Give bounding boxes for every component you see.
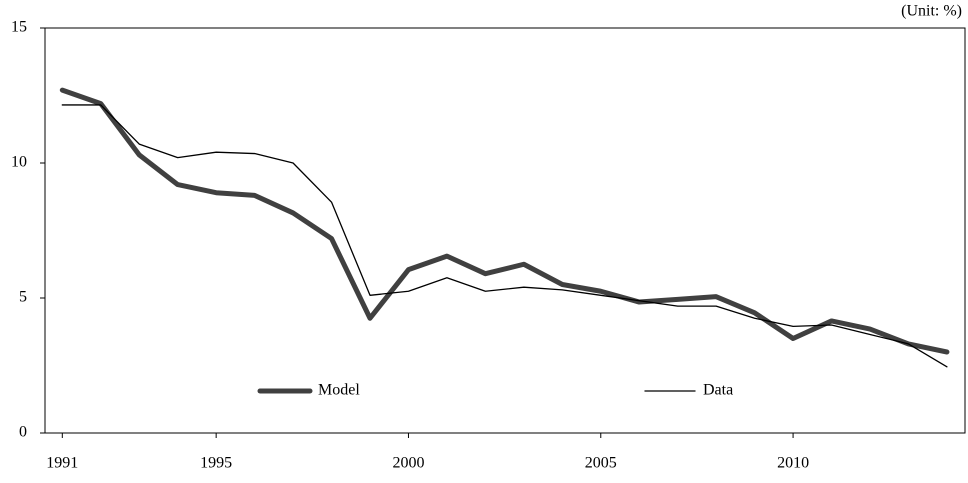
series-line <box>59 87 950 355</box>
x-tick-label: 1991 <box>46 455 78 472</box>
series-line <box>61 104 948 368</box>
legend-label: Model <box>318 382 360 399</box>
legend-label: Data <box>703 382 733 399</box>
y-tick-label: 10 <box>11 154 27 171</box>
x-tick-label: 2010 <box>777 455 809 472</box>
y-tick-label: 15 <box>11 19 27 36</box>
x-tick-label: 2000 <box>392 455 424 472</box>
unit-annotation: (Unit: %) <box>901 3 962 20</box>
y-tick-label: 0 <box>19 424 27 441</box>
x-tick-label: 2005 <box>585 455 617 472</box>
plot-frame <box>44 27 966 434</box>
y-tick-label: 5 <box>19 289 27 306</box>
x-tick-label: 1995 <box>200 455 232 472</box>
